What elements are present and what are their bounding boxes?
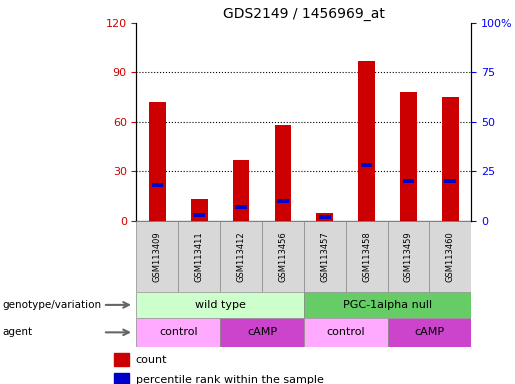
Bar	[136, 221, 178, 292]
Text: cAMP: cAMP	[415, 327, 444, 338]
Bar	[136, 318, 220, 347]
Text: control: control	[159, 327, 198, 338]
Bar	[304, 318, 388, 347]
Bar	[149, 102, 166, 221]
Text: count: count	[136, 355, 167, 365]
Text: PGC-1alpha null: PGC-1alpha null	[343, 300, 432, 310]
Bar	[114, 373, 129, 384]
Bar	[304, 292, 471, 318]
Bar	[319, 215, 331, 219]
Bar	[274, 125, 291, 221]
Bar	[442, 97, 459, 221]
Text: GSM113456: GSM113456	[279, 231, 287, 282]
Bar	[220, 318, 304, 347]
Text: genotype/variation: genotype/variation	[3, 300, 101, 310]
Text: GSM113412: GSM113412	[236, 231, 246, 281]
Text: cAMP: cAMP	[247, 327, 277, 338]
Bar	[430, 221, 471, 292]
Bar	[220, 221, 262, 292]
Text: GSM113458: GSM113458	[362, 231, 371, 282]
Bar	[388, 318, 471, 347]
Bar	[403, 179, 414, 183]
Text: GSM113457: GSM113457	[320, 231, 329, 282]
Bar	[360, 163, 372, 167]
Bar	[304, 221, 346, 292]
Bar	[151, 183, 163, 187]
Title: GDS2149 / 1456969_at: GDS2149 / 1456969_at	[223, 7, 385, 21]
Bar	[136, 292, 304, 318]
Bar	[233, 160, 249, 221]
Bar	[277, 199, 289, 203]
Bar	[262, 221, 304, 292]
Text: control: control	[327, 327, 365, 338]
Text: GSM113459: GSM113459	[404, 231, 413, 281]
Bar	[178, 221, 220, 292]
Text: GSM113409: GSM113409	[153, 231, 162, 281]
Text: wild type: wild type	[195, 300, 246, 310]
Bar	[400, 92, 417, 221]
Bar	[114, 353, 129, 366]
Bar	[193, 213, 205, 217]
Text: agent: agent	[3, 327, 32, 338]
Bar	[358, 61, 375, 221]
Bar	[444, 179, 456, 183]
Text: percentile rank within the sample: percentile rank within the sample	[136, 375, 324, 384]
Bar	[388, 221, 430, 292]
Bar	[346, 221, 388, 292]
Bar	[235, 205, 247, 209]
Bar	[191, 199, 208, 221]
Text: GSM113460: GSM113460	[446, 231, 455, 282]
Bar	[316, 213, 333, 221]
Text: GSM113411: GSM113411	[195, 231, 204, 281]
